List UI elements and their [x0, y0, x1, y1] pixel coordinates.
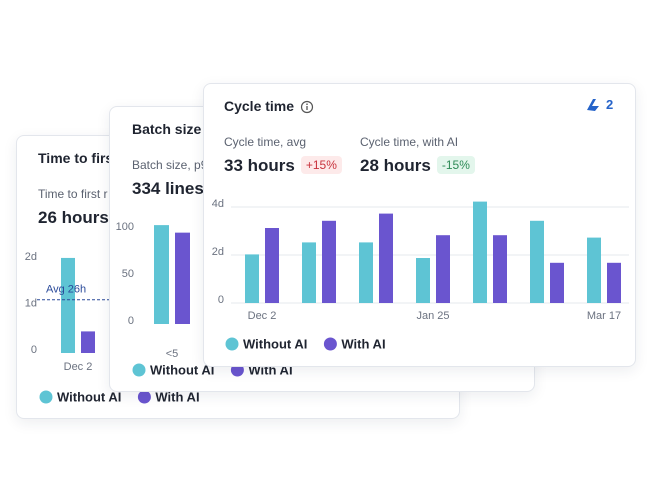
bar [245, 254, 259, 303]
bar [302, 242, 316, 303]
bar [322, 220, 336, 303]
chart: 4d 2d 0 Dec 2 Jan 25 Mar 17 Without AI With AI [212, 198, 629, 351]
y-tick-label: 2d [25, 251, 37, 263]
bar [265, 228, 279, 303]
metric-label: Cycle time, with AI [360, 135, 459, 149]
y-tick-label: 1d [25, 297, 37, 309]
metric-value: 334 lines [132, 179, 204, 198]
metric-value: 33 hours [224, 156, 295, 175]
average-label: Avg 26h [46, 284, 86, 296]
badge-count: 2 [606, 97, 614, 112]
y-tick-label: 4d [212, 198, 224, 210]
y-tick-label: 0 [128, 315, 134, 327]
bar [359, 242, 373, 303]
legend-swatch [137, 390, 151, 404]
legend-label: Without AI [150, 362, 214, 377]
metric-label: Batch size, p9 [132, 158, 208, 172]
bar [154, 225, 169, 324]
legend-swatch [323, 337, 337, 351]
metric-value: 26 hours [38, 208, 109, 227]
card-title: Batch size [132, 121, 202, 137]
legend-swatch [225, 337, 239, 351]
bar [61, 257, 75, 353]
change-badge: +15% [300, 156, 342, 174]
card: 4d 2d 0 Dec 2 Jan 25 Mar 17 Without AI With AI C… [203, 83, 636, 367]
legend-label: Without AI [57, 389, 121, 404]
y-tick-label: 100 [116, 221, 134, 233]
metric-label: Cycle time, avg [224, 135, 307, 149]
metric-label: Time to first r [38, 187, 108, 201]
y-tick-label: 0 [31, 344, 37, 356]
legend-label: Without AI [243, 336, 307, 351]
info-icon [300, 100, 314, 114]
bar [550, 262, 564, 303]
change-badge: -15% [436, 156, 475, 174]
bar [473, 201, 487, 303]
bar [81, 331, 95, 353]
info-circle [300, 100, 314, 114]
legend-label: With AI [155, 389, 199, 404]
legend-swatch [132, 363, 146, 377]
x-tick-label: Jan 25 [416, 310, 449, 322]
x-tick-label: Dec 2 [64, 361, 93, 373]
bar [436, 235, 450, 303]
badge-icon [587, 99, 599, 111]
bar [587, 237, 601, 303]
card-title: Cycle time [224, 98, 295, 114]
badge-shape [587, 99, 599, 111]
x-tick-label: <5 [166, 348, 179, 360]
y-tick-label: 0 [218, 294, 224, 306]
card-title: Time to first [38, 150, 118, 166]
bar [175, 232, 190, 324]
y-tick-label: 50 [122, 268, 134, 280]
info-dot [306, 103, 308, 105]
bar [530, 220, 544, 303]
chart: 2d 1d 0 Dec 2 Avg 26h Without AI With AI [25, 251, 200, 405]
bar [379, 213, 393, 303]
y-tick-label: 2d [212, 246, 224, 258]
metric-value: 28 hours [360, 156, 431, 175]
bar [416, 258, 430, 303]
bar [607, 262, 621, 303]
bar [493, 235, 507, 303]
legend-label: With AI [341, 336, 385, 351]
x-tick-label: Mar 17 [587, 310, 621, 322]
legend-swatch [39, 390, 53, 404]
x-tick-label: Dec 2 [248, 310, 277, 322]
